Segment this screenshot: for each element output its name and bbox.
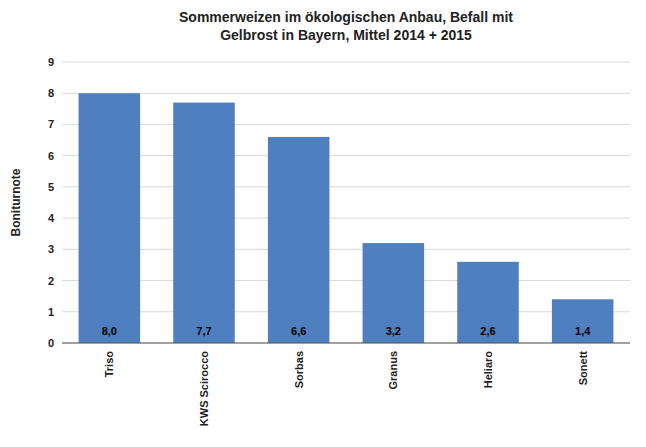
bar <box>79 93 141 343</box>
data-label: 7,7 <box>196 325 211 337</box>
bars <box>79 93 614 343</box>
y-axis-label: Boniturnote <box>9 168 23 236</box>
x-axis: Triso KWS Scirocco Sorbas Granus Heliaro Sone… <box>62 343 630 426</box>
grid <box>62 62 630 343</box>
grid-line <box>62 62 630 63</box>
chart-svg: 0 1 2 3 4 5 6 7 8 9 8,0 7,7 6,6 3,2 2,6 1,4 Triso KWS Sci… <box>0 0 646 447</box>
data-label: 1,4 <box>575 325 591 337</box>
title-line: Gelbrost in Bayern, Mittel 2014 + 2015 <box>220 27 472 43</box>
grid-line <box>62 311 630 312</box>
y-tick-label: 1 <box>48 306 54 318</box>
grid-line <box>62 155 630 156</box>
x-tick-label: Sorbas <box>293 351 305 388</box>
y-axis: 0 1 2 3 4 5 6 7 8 9 <box>48 56 55 349</box>
y-tick-label: 7 <box>48 118 54 130</box>
y-tick-label: 2 <box>48 275 54 287</box>
grid-line <box>62 93 630 94</box>
bar <box>457 262 519 343</box>
data-label: 2,6 <box>480 325 495 337</box>
bar <box>268 137 330 343</box>
x-tick-label: Sonett <box>577 351 589 386</box>
x-tick-label: KWS Scirocco <box>198 351 210 426</box>
x-axis-line <box>62 343 630 344</box>
grid-line <box>62 343 630 344</box>
grid-line <box>62 218 630 219</box>
data-label: 8,0 <box>102 325 117 337</box>
data-label: 6,6 <box>291 325 306 337</box>
grid-line <box>62 249 630 250</box>
y-tick-label: 3 <box>48 243 54 255</box>
y-tick-label: 9 <box>48 56 54 68</box>
y-tick-label: 8 <box>48 87 54 99</box>
grid-line <box>62 124 630 125</box>
grid-line <box>62 280 630 281</box>
y-tick-label: 6 <box>48 150 54 162</box>
title: Sommerweizen im ökologischen Anbau, Befa… <box>179 9 513 43</box>
x-tick-label: Heliaro <box>482 351 494 389</box>
grid-line <box>62 186 630 187</box>
bar <box>552 299 614 343</box>
title-line: Sommerweizen im ökologischen Anbau, Befa… <box>179 9 513 25</box>
y-tick-label: 4 <box>48 212 55 224</box>
bar <box>363 243 425 343</box>
y-tick-label: 5 <box>48 181 54 193</box>
x-tick-label: Granus <box>387 351 399 390</box>
data-labels: 8,0 7,7 6,6 3,2 2,6 1,4 <box>102 325 592 337</box>
x-tick-label: Triso <box>103 351 115 378</box>
y-tick-label: 0 <box>48 337 54 349</box>
data-label: 3,2 <box>386 325 401 337</box>
chart-container: 0 1 2 3 4 5 6 7 8 9 8,0 7,7 6,6 3,2 2,6 1,4 Triso KWS Sci… <box>0 0 646 447</box>
bar <box>173 103 235 343</box>
